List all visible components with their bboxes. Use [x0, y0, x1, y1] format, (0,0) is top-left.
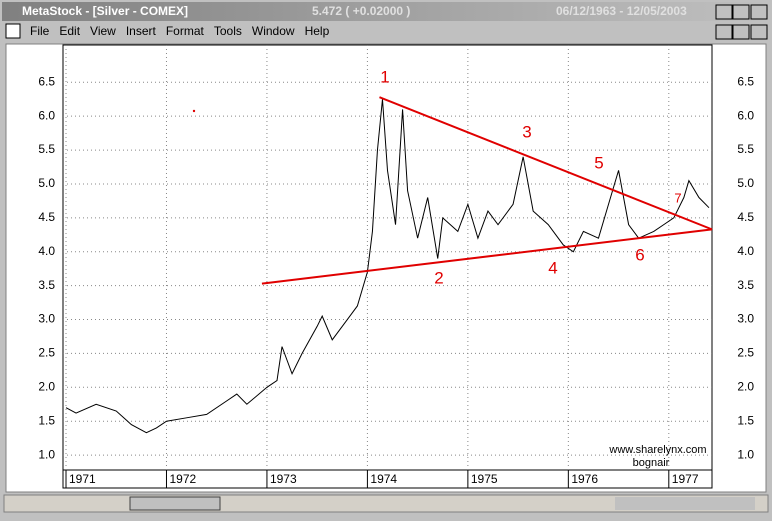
- menu-item[interactable]: Edit: [59, 24, 80, 38]
- window-buttons: [715, 4, 768, 40]
- y-tick-label-right: 3.0: [737, 312, 754, 326]
- x-tick-label: 1975: [471, 472, 498, 486]
- y-tick-label: 1.0: [38, 447, 55, 461]
- x-tick-label: 1976: [571, 472, 598, 486]
- y-tick-label-right: 3.5: [737, 278, 754, 292]
- y-tick-label: 6.0: [38, 108, 55, 122]
- window-title: MetaStock - [Silver - COMEX]: [22, 4, 188, 18]
- x-tick-label: 1977: [672, 472, 699, 486]
- x-tick-label: 1972: [169, 472, 196, 486]
- y-tick-label: 3.0: [38, 312, 55, 326]
- title-bar: [2, 2, 770, 21]
- doc-min-button[interactable]: [715, 24, 733, 40]
- y-tick-label: 4.5: [38, 210, 55, 224]
- menu-item[interactable]: Format: [166, 24, 205, 38]
- menu-item[interactable]: Window: [252, 24, 295, 38]
- wave-label: 2: [434, 268, 443, 287]
- y-tick-label: 1.5: [38, 413, 55, 427]
- doc-icon: [5, 23, 21, 39]
- y-tick-label: 5.0: [38, 176, 55, 190]
- max-button[interactable]: [732, 4, 750, 20]
- y-tick-label-right: 1.0: [737, 447, 754, 461]
- x-tick-label: 1973: [270, 472, 297, 486]
- watermark: www.sharelynx.com: [608, 444, 706, 456]
- y-tick-label-right: 1.5: [737, 413, 754, 427]
- wave-label: 3: [522, 122, 531, 141]
- watermark: bognair: [633, 457, 670, 469]
- x-axis-strip: [62, 469, 713, 489]
- x-tick-label: 1971: [69, 472, 96, 486]
- wave-label: 1: [380, 67, 389, 86]
- quote: 5.472 ( +0.02000 ): [312, 4, 410, 18]
- plot-area: [62, 44, 713, 471]
- y-tick-label: 2.0: [38, 379, 55, 393]
- menu-item[interactable]: Insert: [126, 24, 157, 38]
- y-tick-label-right: 2.0: [737, 379, 754, 393]
- menu-item[interactable]: File: [30, 24, 50, 38]
- y-tick-label: 3.5: [38, 278, 55, 292]
- y-tick-label: 4.0: [38, 244, 55, 258]
- menu-item[interactable]: Tools: [214, 24, 242, 38]
- y-tick-label-right: 6.0: [737, 108, 754, 122]
- y-tick-label-right: 4.5: [737, 210, 754, 224]
- y-tick-label-right: 5.5: [737, 142, 754, 156]
- y-tick-label-right: 2.5: [737, 346, 754, 360]
- y-tick-label: 5.5: [38, 142, 55, 156]
- wave-label: 7: [674, 190, 681, 205]
- y-tick-label-right: 4.0: [737, 244, 754, 258]
- stray-dot: [192, 109, 196, 113]
- scroll-thumb[interactable]: [129, 496, 221, 511]
- wave-label: 6: [635, 245, 644, 264]
- menu-item[interactable]: View: [90, 24, 116, 38]
- trendline: [261, 228, 713, 285]
- zoom-buttons[interactable]: [615, 497, 755, 510]
- y-tick-label-right: 5.0: [737, 176, 754, 190]
- close-button[interactable]: [750, 4, 768, 20]
- y-tick-label: 2.5: [38, 346, 55, 360]
- x-tick-label: 1974: [370, 472, 397, 486]
- doc-restore-button[interactable]: [732, 24, 750, 40]
- date-range: 06/12/1963 - 12/05/2003: [556, 4, 687, 18]
- doc-close-button[interactable]: [750, 24, 768, 40]
- trendline: [379, 96, 713, 231]
- y-tick-label: 6.5: [38, 74, 55, 88]
- y-tick-label-right: 6.5: [737, 74, 754, 88]
- wave-label: 5: [594, 153, 603, 172]
- price-line: [65, 99, 710, 434]
- wave-label: 4: [548, 258, 557, 277]
- menu-item[interactable]: Help: [305, 24, 330, 38]
- min-button[interactable]: [715, 4, 733, 20]
